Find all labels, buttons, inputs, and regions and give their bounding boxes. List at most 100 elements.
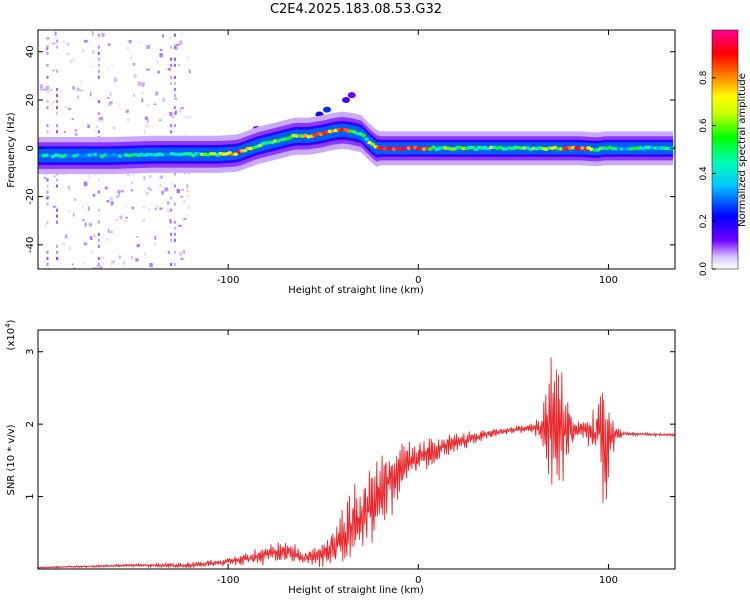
noise-speckle [130,255,133,260]
noise-speckle [142,205,146,209]
snr-exponent-sup: 4 [4,323,12,328]
noise-speckle [141,91,145,95]
noise-speckle [71,263,74,266]
noise-speckle [59,90,62,93]
noise-speckle [166,201,170,205]
noise-streak [56,87,59,91]
noise-streak [46,100,49,104]
noise-streak [97,244,100,248]
noise-speckle [126,117,130,122]
noise-streak [56,214,59,218]
spectrogram-frame [37,29,676,270]
noise-streak [46,220,49,224]
noise-streak [46,87,49,91]
noise-speckle [180,106,185,109]
noise-speckle [68,246,72,251]
noise-speckle [159,184,162,188]
noise-speckle [125,205,128,208]
y-tick-label: -20 [25,188,36,204]
noise-speckle [67,42,70,46]
noise-streak [173,112,176,116]
noise-speckle [173,90,177,95]
noise-speckle [157,70,160,74]
noise-streak [56,250,59,254]
noise-streak [97,262,100,266]
ridge-cell [233,152,239,156]
noise-streak [46,190,49,194]
noise-speckle [161,190,164,195]
noise-streak [173,75,176,79]
noise-speckle [146,68,150,71]
noise-speckle [93,234,96,238]
noise-streak [56,45,59,49]
y-tick-label: 2 [25,421,36,427]
noise-speckle [53,101,55,103]
noise-speckle [63,105,67,108]
x-tick-label: 0 [415,275,421,286]
noise-speckle [130,189,133,192]
noise-streak [56,208,59,212]
noise-speckle [181,188,184,191]
noise-speckle [89,223,93,226]
noise-speckle [128,39,132,44]
noise-speckle [154,207,158,210]
snr-series-line [38,357,675,569]
noise-streak [97,112,100,116]
noise-streak [97,51,100,55]
noise-speckle [171,114,174,118]
noise-speckle [71,118,74,121]
noise-speckle [99,55,102,59]
ridge-cell [242,148,248,153]
noise-speckle [69,60,73,63]
noise-speckle [58,96,62,99]
noise-speckle [84,222,87,227]
noise-streak [170,63,173,67]
noise-speckle [109,196,113,200]
noise-speckle [162,97,166,102]
noise-speckle [91,57,94,60]
noise-speckle [108,102,112,106]
noise-speckle [106,200,110,203]
noise-speckle [80,89,84,92]
noise-speckle [156,60,159,64]
noise-speckle [175,43,177,47]
y-tick-label: 40 [25,45,36,58]
snr-y-axis-label: SNR (10 * v/v) [6,424,17,495]
noise-speckle [64,234,68,239]
y-tick-label: 0 [25,145,36,151]
x-tick-label: -100 [217,575,240,586]
noise-streak [46,130,49,134]
noise-speckle [107,43,111,46]
noise-streak [97,208,100,212]
noise-streak [97,75,100,79]
y-tick-label: 20 [25,94,36,107]
noise-speckle [146,45,151,50]
noise-speckle [186,184,189,189]
noise-speckle [62,242,66,246]
noise-streak [97,238,100,242]
noise-speckle [145,124,149,128]
noise-speckle [183,217,187,221]
noise-speckle [167,208,170,213]
noise-speckle [89,236,93,240]
noise-speckle [96,264,100,269]
noise-streak [56,244,59,248]
noise-streak [173,45,176,49]
noise-speckle [143,176,146,181]
noise-speckle [84,242,88,246]
noise-speckle [117,192,121,197]
noise-speckle [137,81,141,86]
ridge-cell [671,145,675,150]
snr-marks [38,357,675,569]
noise-speckle [101,260,104,265]
noise-speckle [158,119,162,122]
noise-speckle [90,65,95,68]
noise-speckle [126,46,130,51]
noise-speckle [141,219,146,222]
noise-streak [97,232,100,236]
noise-speckle [74,133,78,136]
noise-streak [170,45,173,49]
noise-speckle [147,187,150,189]
noise-speckle [114,77,118,82]
noise-speckle [118,255,121,259]
